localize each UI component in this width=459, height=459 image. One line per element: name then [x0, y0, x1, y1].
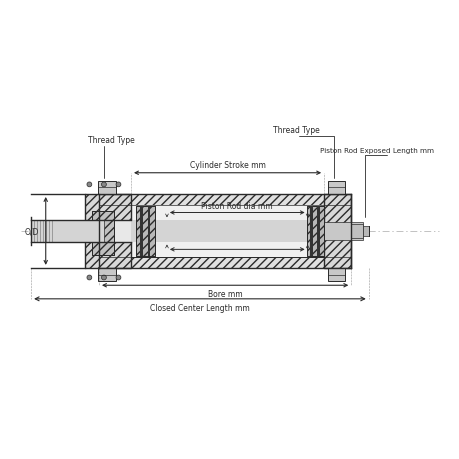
Bar	[84, 221, 131, 242]
Circle shape	[101, 275, 106, 280]
Circle shape	[101, 183, 106, 187]
Bar	[31, 221, 104, 242]
Bar	[131, 221, 324, 242]
Bar	[324, 223, 362, 240]
Bar	[92, 211, 113, 256]
Bar	[99, 195, 351, 205]
Bar	[99, 257, 351, 268]
Circle shape	[116, 183, 121, 187]
Bar	[324, 195, 351, 268]
Bar	[98, 268, 115, 282]
Bar	[362, 227, 368, 236]
Bar	[327, 181, 345, 195]
Bar	[147, 206, 150, 257]
Bar	[327, 268, 345, 282]
Circle shape	[87, 275, 92, 280]
Circle shape	[116, 275, 121, 280]
Text: Bore mm: Bore mm	[207, 290, 242, 298]
Text: Piston Rod dia mm: Piston Rod dia mm	[201, 201, 273, 210]
Bar	[99, 205, 351, 257]
Bar	[306, 206, 324, 257]
Bar	[324, 195, 351, 268]
Text: Thread Type: Thread Type	[88, 135, 135, 144]
Bar	[135, 206, 155, 257]
Bar	[310, 206, 313, 257]
Bar	[98, 181, 115, 195]
Text: Piston Rod Exposed Length mm: Piston Rod Exposed Length mm	[319, 148, 433, 154]
Bar	[306, 206, 324, 257]
Bar	[351, 224, 362, 238]
Bar	[92, 211, 113, 256]
Bar	[135, 206, 155, 257]
Bar	[84, 195, 131, 268]
Text: O/D: O/D	[25, 227, 39, 236]
Circle shape	[87, 183, 92, 187]
Bar	[140, 206, 142, 257]
Bar	[317, 206, 319, 257]
Text: Cylinder Stroke mm: Cylinder Stroke mm	[189, 161, 265, 169]
Bar	[84, 195, 131, 268]
Text: Closed Center Length mm: Closed Center Length mm	[150, 303, 249, 312]
Text: Thread Type: Thread Type	[272, 126, 319, 134]
